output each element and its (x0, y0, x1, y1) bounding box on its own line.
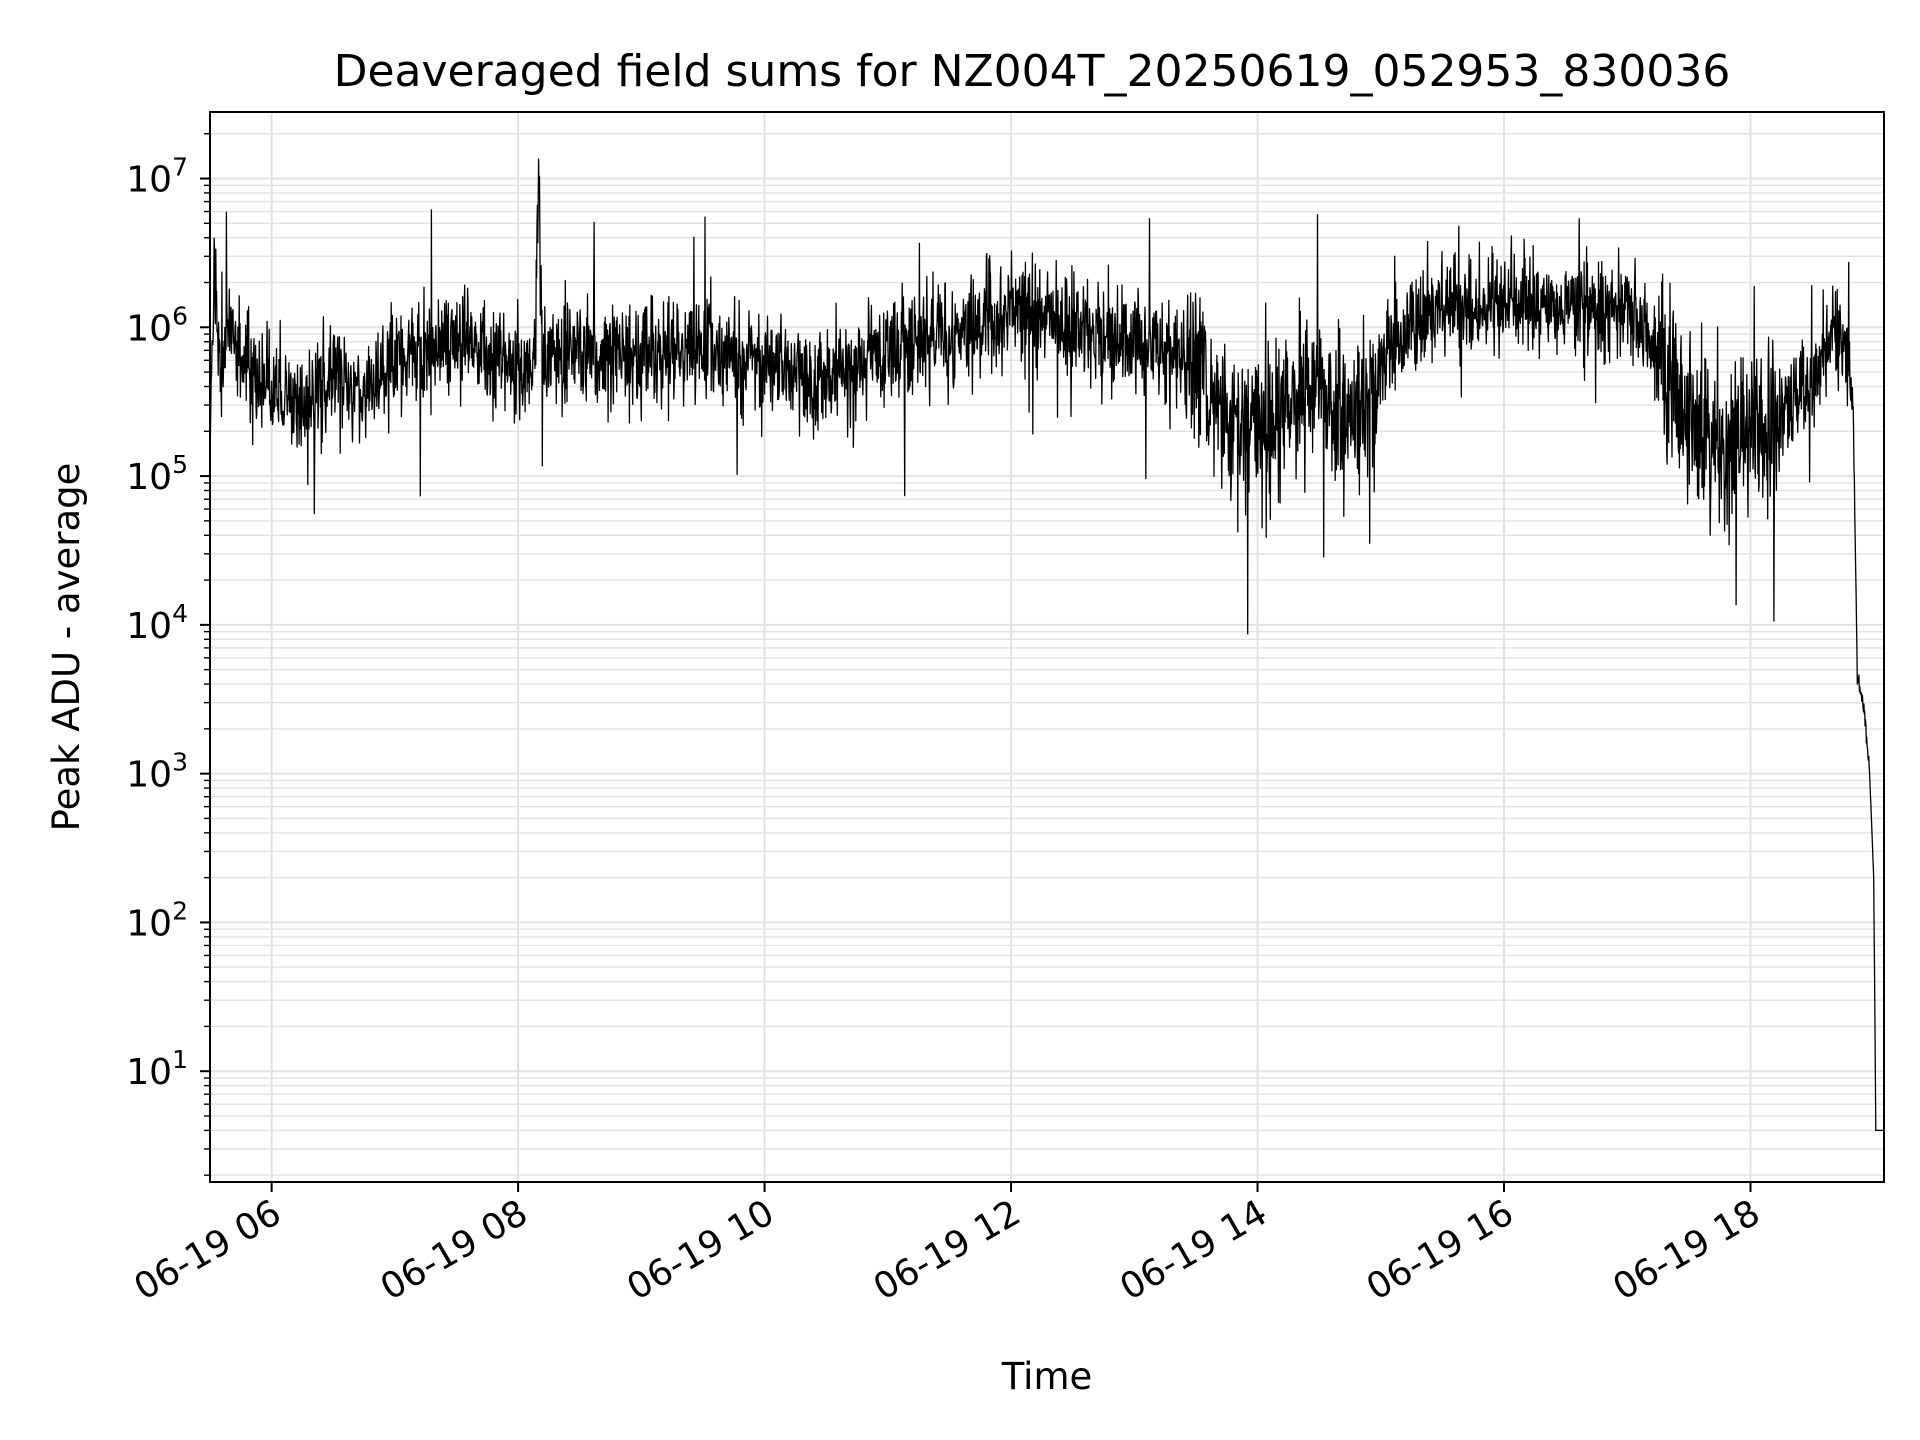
y-tick-label-base: 10 (126, 160, 172, 201)
y-axis-label: Peak ADU - average (45, 463, 88, 832)
x-axis-ticks: 06-19 06 06-19 08 06-19 10 06-19 12 06-19 14… (127, 1182, 1767, 1309)
chart-title: Deaveraged field sums for NZ004T_2025061… (334, 46, 1731, 97)
y-tick-label-base: 10 (126, 457, 172, 498)
x-tick-label: 06-19 10 (620, 1192, 781, 1308)
series-layer (210, 158, 1884, 1132)
y-tick-label-base: 10 (126, 903, 172, 944)
y-tick-label-base: 10 (126, 755, 172, 796)
y-tick-label-base: 10 (126, 1052, 172, 1093)
y-tick-label-exponent: 7 (172, 153, 188, 182)
y-tick-label: 106 (126, 301, 188, 349)
y-tick-label: 103 (126, 748, 188, 796)
y-tick-label: 104 (126, 599, 188, 647)
y-tick-label-exponent: 3 (172, 748, 188, 777)
y-tick-label-exponent: 6 (172, 301, 188, 330)
y-tick-label-exponent: 5 (172, 450, 188, 479)
y-tick-label-base: 10 (126, 606, 172, 647)
y-tick-label: 107 (126, 153, 188, 201)
y-tick-label-exponent: 1 (172, 1045, 188, 1074)
x-axis-label: Time (1001, 1355, 1093, 1398)
grid (210, 112, 1884, 1182)
x-tick-label: 06-19 14 (1113, 1192, 1274, 1308)
y-tick-label-exponent: 4 (172, 599, 188, 628)
y-tick-label: 105 (126, 450, 188, 498)
x-tick-label: 06-19 08 (374, 1192, 535, 1308)
y-tick-label-base: 10 (126, 308, 172, 349)
series-line (210, 158, 1884, 1132)
plot-frame (209, 111, 1885, 1183)
y-tick-label: 102 (126, 896, 188, 944)
x-tick-label: 06-19 06 (127, 1192, 288, 1308)
x-tick-label: 06-19 16 (1360, 1192, 1521, 1308)
y-tick-label: 101 (126, 1045, 188, 1093)
y-tick-label-exponent: 2 (172, 896, 188, 925)
x-tick-label: 06-19 12 (867, 1192, 1028, 1308)
x-tick-label: 06-19 18 (1606, 1192, 1767, 1308)
